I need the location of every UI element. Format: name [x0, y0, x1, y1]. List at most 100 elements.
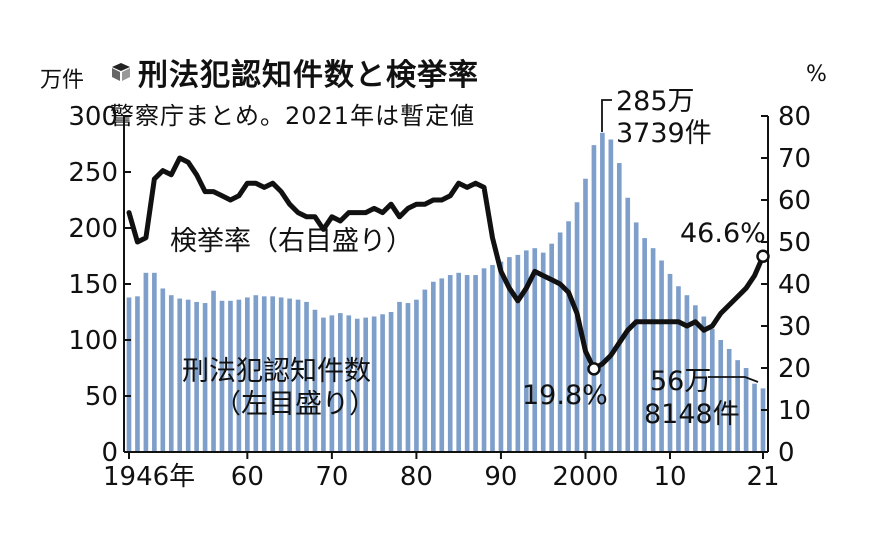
bar-series-label: 刑法犯認知件数	[182, 356, 371, 387]
bar-1988	[481, 268, 487, 452]
right-tick-label: 10	[778, 396, 811, 426]
peak-count-label-2: 3739件	[616, 118, 712, 149]
bar-1953	[185, 299, 191, 452]
bar-1951	[168, 295, 174, 452]
last-count-label-1: 56万	[650, 366, 711, 397]
bar-1956	[211, 290, 216, 452]
bar-2021	[760, 388, 766, 452]
x-tick-label: 21	[746, 462, 779, 492]
bar-2013	[693, 305, 698, 452]
bar-2001	[591, 145, 597, 452]
right-tick-label: 40	[778, 270, 811, 300]
bar-1968	[312, 309, 318, 452]
bar-1957	[219, 300, 225, 452]
bar-1991	[507, 257, 512, 452]
rate-line	[126, 155, 766, 372]
bar-2003	[608, 139, 614, 452]
peak-count-label-1: 285万	[616, 86, 695, 117]
left-tick-label: 200	[68, 214, 118, 244]
bar-1961	[253, 295, 259, 452]
bar-2010	[667, 273, 673, 452]
bar-2005	[625, 197, 631, 452]
min-rate-label: 19.8%	[522, 380, 608, 411]
bar-series-sublabel: （左目盛り）	[214, 389, 376, 420]
rate-line-series	[126, 155, 770, 376]
bar-1980	[414, 299, 419, 452]
chart-title-text: 刑法犯認知件数と検挙率	[138, 58, 479, 93]
right-tick-label: 30	[778, 312, 811, 342]
bar-2019	[743, 368, 749, 452]
bar-1947	[135, 296, 140, 452]
bar-1970	[329, 315, 335, 452]
bar-1965	[287, 298, 292, 452]
bar-1967	[304, 301, 309, 452]
bar-1973	[354, 318, 360, 452]
axes: 0 50 100 150 200 250 300 0 10 20 30 40 50 60 70 80 1946年…	[68, 102, 811, 492]
left-tick-label: 300	[68, 102, 118, 132]
bar-2020	[752, 383, 757, 452]
bar-1949	[152, 272, 157, 452]
bar-1954	[194, 301, 199, 452]
bar-1978	[397, 301, 402, 452]
left-tick-label: 0	[101, 438, 118, 468]
bar-1981	[422, 289, 428, 452]
bar-1979	[405, 303, 411, 452]
title-block: 刑法犯認知件数と検挙率 警察庁まとめ。2021年は暫定値	[110, 50, 479, 131]
bar-1986	[464, 275, 470, 452]
bar-1969	[321, 317, 326, 452]
x-tick-label: 90	[484, 462, 517, 492]
right-tick-label: 80	[778, 102, 811, 132]
last-count-label-2: 8148件	[644, 399, 740, 430]
bar-2015	[709, 328, 715, 452]
bar-1995	[540, 252, 546, 452]
bar-2009	[659, 260, 664, 452]
bar-1992	[515, 254, 521, 452]
line-series-label: 検挙率（右目盛り）	[170, 226, 413, 257]
left-tick-label: 100	[68, 326, 118, 356]
bar-1984	[447, 275, 453, 452]
bar-1989	[490, 264, 495, 452]
bar-series	[126, 132, 766, 453]
bar-2008	[650, 248, 656, 452]
x-tick-label: 70	[315, 462, 348, 492]
bar-1999	[574, 202, 580, 452]
right-axis-unit: %	[806, 62, 827, 87]
bar-1994	[532, 248, 538, 452]
left-tick-label: 50	[85, 382, 118, 412]
chart-title: 刑法犯認知件数と検挙率	[110, 50, 479, 94]
bar-1948	[143, 272, 149, 452]
bar-2006	[633, 222, 639, 452]
x-tick-label: 1946年	[103, 462, 195, 492]
bar-1971	[338, 313, 343, 452]
bar-1966	[295, 299, 301, 452]
right-tick-label: 50	[778, 228, 811, 258]
bar-1996	[549, 243, 554, 452]
last-rate-marker	[756, 249, 770, 264]
right-tick-label: 60	[778, 186, 811, 216]
bar-1976	[380, 314, 385, 452]
right-tick-label: 0	[778, 438, 795, 468]
left-tick-label: 150	[68, 270, 118, 300]
right-tick-label: 70	[778, 144, 811, 174]
bar-1946	[126, 297, 132, 452]
bar-2018	[735, 360, 740, 452]
bar-1998	[566, 221, 571, 452]
bar-2000	[583, 178, 588, 452]
bar-1960	[245, 297, 250, 452]
x-tick-label: 60	[231, 462, 264, 492]
bar-1993	[523, 250, 529, 452]
bar-1962	[261, 296, 267, 452]
right-tick-label: 20	[778, 354, 811, 384]
x-tick-label: 80	[400, 462, 433, 492]
bar-1975	[371, 316, 377, 452]
bar-2016	[718, 340, 724, 452]
bar-2014	[701, 316, 707, 452]
bar-1982	[431, 281, 436, 452]
last-rate-label: 46.6%	[680, 218, 766, 249]
peak-callout-leader	[601, 99, 612, 132]
bar-2004	[616, 163, 622, 453]
bar-1983	[439, 278, 445, 452]
bar-1955	[202, 303, 208, 452]
bar-1964	[278, 297, 284, 452]
